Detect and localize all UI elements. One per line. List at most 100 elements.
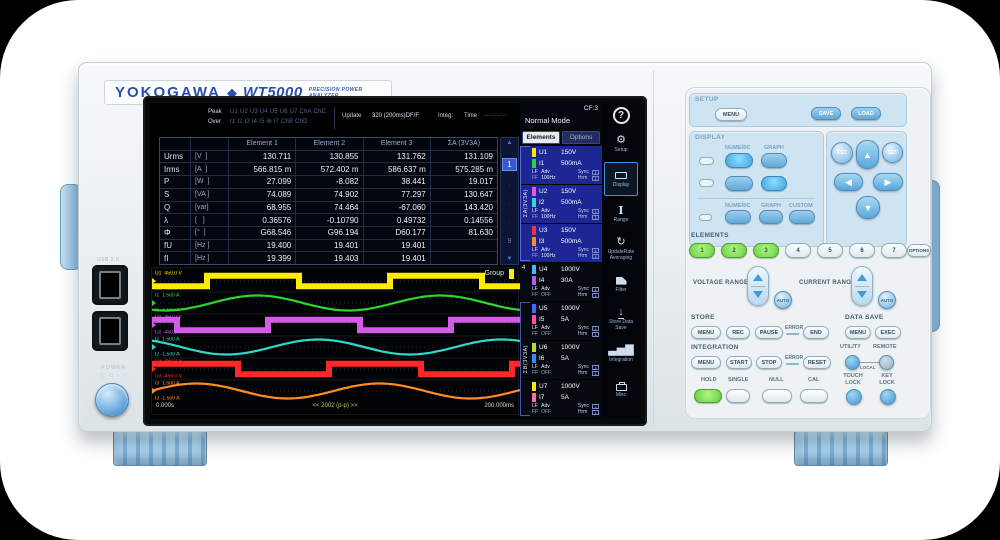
- integration-icon[interactable]: ▃▅▇ Integration: [604, 337, 638, 371]
- zero-marker: [152, 278, 156, 284]
- null-button[interactable]: [762, 389, 792, 403]
- display-icon[interactable]: Display: [604, 162, 638, 196]
- update-rate-icon[interactable]: ↻ UpdateRate Averaging: [604, 232, 638, 266]
- channel-name: I2: [539, 199, 545, 206]
- cal-button[interactable]: [800, 389, 828, 403]
- page-selector[interactable]: ▲ 1 · · · 9 ▼: [500, 137, 519, 265]
- power-button[interactable]: [95, 383, 129, 417]
- setup-icon[interactable]: ⚙ Setup: [604, 127, 638, 161]
- display-graph-button-2[interactable]: [761, 176, 787, 191]
- hrm-flag: Hrm: [577, 291, 588, 298]
- data-save-exec-button[interactable]: EXEC: [875, 326, 901, 339]
- element-key-5[interactable]: 5: [817, 243, 843, 258]
- help-icon[interactable]: ?: [612, 107, 630, 124]
- element-entry-u6[interactable]: U6 1000V I6 5A LF FF Adv OFF Sync Hrm 1 1: [520, 341, 602, 380]
- cell-value: 74.464: [295, 201, 362, 214]
- element-entry-u2[interactable]: U2 150V I2 500mA LF FF Adv 100Hz Sync Hrm 1 1: [520, 185, 602, 224]
- usb-label: USB 2.0: [97, 257, 120, 263]
- store-pause-button[interactable]: PAUSE: [755, 326, 783, 339]
- display-divider: [697, 198, 815, 199]
- current-auto-button[interactable]: AUTO: [878, 291, 896, 309]
- filter-icon[interactable]: Filter: [604, 267, 638, 301]
- utility-button[interactable]: [845, 355, 860, 370]
- store-end-button[interactable]: END: [803, 326, 829, 339]
- element-config-row: LF FF Adv OFF Sync Hrm 1 1: [532, 325, 600, 338]
- element-key-7[interactable]: 7: [881, 243, 907, 258]
- screen[interactable]: Peak U1 U2 U3 U4 U5 U6 U7 ChA ChC Over I…: [150, 103, 640, 419]
- integration-reset-button[interactable]: RESET: [803, 356, 831, 369]
- lf-flag: LF: [532, 364, 538, 370]
- store-icon[interactable]: ↓ Store Data Save: [604, 302, 638, 336]
- display-numeric-button-3[interactable]: [725, 210, 751, 224]
- freq-flag: 100Hz: [541, 252, 556, 259]
- element-config-row: LF FF Adv OFF Sync Hrm 1 1: [532, 286, 600, 299]
- display-graph-button-3[interactable]: [759, 210, 783, 224]
- single-button[interactable]: [726, 389, 750, 403]
- integration-stop-button[interactable]: STOP: [756, 356, 782, 369]
- page-down-icon[interactable]: ▼: [506, 256, 513, 262]
- current-range-rocker[interactable]: [851, 266, 873, 306]
- element-panel-tabs: Elements Options: [522, 131, 600, 144]
- element-entry-u1[interactable]: U1 150V I1 500mA LF FF Adv 100Hz Sync Hrm 1 1: [520, 146, 602, 185]
- screen-bezel: Peak U1 U2 U3 U4 U5 U6 U7 ChA ChC Over I…: [143, 96, 647, 426]
- arrow-up-key[interactable]: ▲: [856, 140, 879, 169]
- element-key-4[interactable]: 4: [785, 243, 811, 258]
- voltage-auto-button[interactable]: AUTO: [774, 291, 792, 309]
- arrow-right-key[interactable]: ▶: [873, 173, 903, 191]
- display-numeric-button-1[interactable]: [725, 153, 753, 168]
- page-up-icon[interactable]: ▲: [506, 140, 513, 146]
- usb-slot: [99, 317, 121, 345]
- time-center: << 2002 (p-p) >>: [312, 403, 358, 409]
- custom-label-3: CUSTOM: [789, 203, 813, 209]
- options-key[interactable]: OPTIONS: [907, 244, 931, 257]
- esc-button[interactable]: ESC: [831, 142, 853, 164]
- key-lock-button[interactable]: [880, 389, 896, 405]
- arrow-left-key[interactable]: ◀: [834, 173, 863, 191]
- element-entry-u3[interactable]: U3 150V I3 500mA LF FF Adv 100Hz Sync Hrm 1 1: [520, 224, 602, 263]
- integration-start-button[interactable]: START: [726, 356, 752, 369]
- tab-options[interactable]: Options: [562, 131, 600, 144]
- range-icon[interactable]: I Range: [604, 197, 638, 231]
- current-page[interactable]: 1: [502, 157, 517, 171]
- sync-source-box: 1: [592, 410, 599, 415]
- table-header-row: Element 1 Element 2 Element 3 ΣA (3V3A): [160, 138, 497, 150]
- cell-value: 0.49732: [362, 214, 430, 226]
- table-row: Urms [V ] 130.711 130.855 131.762 131.109: [160, 149, 497, 163]
- element-key-6[interactable]: 6: [849, 243, 875, 258]
- trace-min-label: I3 -1.500 A: [155, 396, 180, 402]
- arrow-down-key[interactable]: ▼: [856, 196, 880, 219]
- element-entry-u4[interactable]: U4 1000V I4 30A LF FF Adv OFF Sync Hrm 1 1: [520, 263, 602, 302]
- channel-color-swatch: [532, 187, 536, 196]
- element-key-1[interactable]: 1: [689, 243, 715, 258]
- hold-button[interactable]: [694, 389, 722, 403]
- cell-value: 131.762: [362, 150, 430, 163]
- element-entry-u5[interactable]: U5 1000V I5 5A LF FF Adv OFF Sync Hrm 1 1: [520, 302, 602, 341]
- setup-menu-button[interactable]: MENU: [715, 108, 747, 121]
- last-page[interactable]: 9: [507, 237, 512, 245]
- misc-glyph: [615, 380, 627, 392]
- display-custom-button-3[interactable]: [789, 210, 815, 224]
- integration-menu-button[interactable]: MENU: [691, 356, 721, 369]
- cell-value: -0.10790: [295, 214, 362, 226]
- load-button[interactable]: LOAD: [851, 107, 881, 120]
- save-button[interactable]: SAVE: [811, 107, 841, 120]
- store-rec-button[interactable]: REC: [726, 326, 750, 339]
- voltage-range-rocker[interactable]: [747, 266, 769, 306]
- element-entry-u7[interactable]: U7 1000V I7 5A LF FF Adv OFF Sync Hrm 1 1: [520, 380, 602, 419]
- touch-lock-button[interactable]: [846, 389, 862, 405]
- element-key-3[interactable]: 3: [753, 243, 779, 258]
- channel-range: 500mA: [561, 238, 582, 245]
- freq-flag: 100Hz: [541, 174, 556, 181]
- display-graph-button-1[interactable]: [761, 153, 787, 168]
- cell-value: D60.177: [362, 226, 430, 239]
- tab-elements[interactable]: Elements: [522, 131, 560, 144]
- over-channels: I1 I2 I3 I4 I5 I6 I7 ChB ChD: [230, 119, 308, 125]
- display-numeric-button-2[interactable]: [725, 176, 753, 191]
- data-save-menu-button[interactable]: MENU: [845, 326, 871, 339]
- store-menu-button[interactable]: MENU: [691, 326, 721, 339]
- cell-value: 19.400: [228, 239, 295, 252]
- element-key-2[interactable]: 2: [721, 243, 747, 258]
- set-button[interactable]: SET: [882, 142, 903, 163]
- misc-icon[interactable]: Misc: [604, 372, 638, 406]
